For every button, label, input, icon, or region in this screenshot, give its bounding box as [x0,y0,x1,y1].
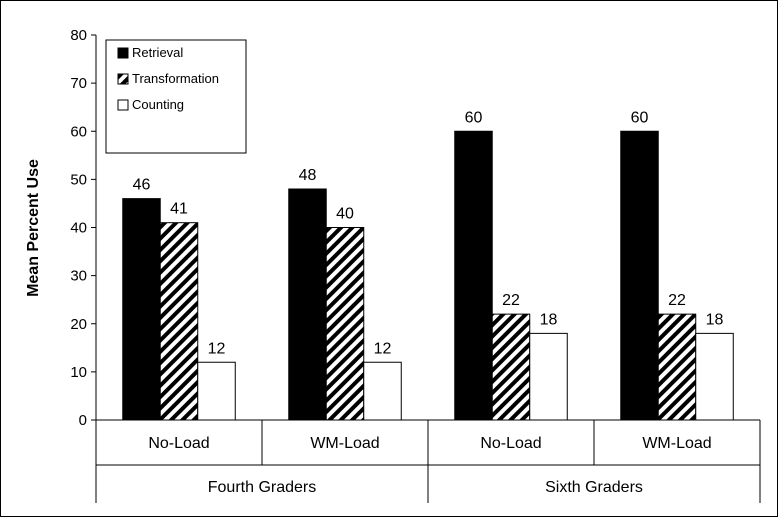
bar-retrieval [454,130,493,421]
legend-label: Retrieval [132,45,183,60]
data-label: 22 [668,292,686,309]
bar-counting [695,332,734,421]
y-tick-label: 0 [79,412,87,429]
legend-box [105,39,247,154]
data-label: 40 [336,206,354,223]
y-tick-label: 50 [70,171,87,188]
bar-retrieval [288,188,327,421]
bar-transformation [159,222,199,421]
data-label: 41 [170,201,188,218]
y-tick-label: 40 [70,220,87,237]
data-label: 12 [374,340,392,357]
group-label: Fourth Graders [208,479,316,496]
bar-transformation [325,227,365,421]
y-tick-label: 20 [70,316,87,333]
legend-label: Counting [132,97,184,112]
bar-retrieval [620,130,659,421]
y-tick-label: 70 [70,75,87,92]
data-label: 22 [502,292,520,309]
y-tick-label: 60 [70,123,87,140]
y-tick-label: 80 [70,27,87,44]
bar-transformation [491,313,531,421]
category-label: No-Load [480,435,541,452]
data-label: 60 [465,109,483,126]
data-label: 48 [299,167,317,184]
bar-transformation [657,313,697,421]
category-label: WM-Load [310,435,379,452]
group-label: Sixth Graders [545,479,643,496]
data-label: 18 [540,311,558,328]
legend-swatch [117,47,129,59]
category-label: No-Load [148,435,209,452]
y-tick-label: 30 [70,268,87,285]
y-axis-title: Mean Percent Use [25,159,42,297]
data-label: 46 [133,177,151,194]
bar-counting [363,361,402,421]
data-label: 60 [631,109,649,126]
data-label: 12 [208,340,226,357]
y-tick-label: 10 [70,364,87,381]
legend-swatch [117,99,129,111]
legend-label: Transformation [132,71,219,86]
bar-retrieval [122,198,161,421]
bar-counting [529,332,568,421]
category-label: WM-Load [642,435,711,452]
legend-swatch [117,73,129,85]
data-label: 18 [706,311,724,328]
bar-counting [197,361,236,421]
